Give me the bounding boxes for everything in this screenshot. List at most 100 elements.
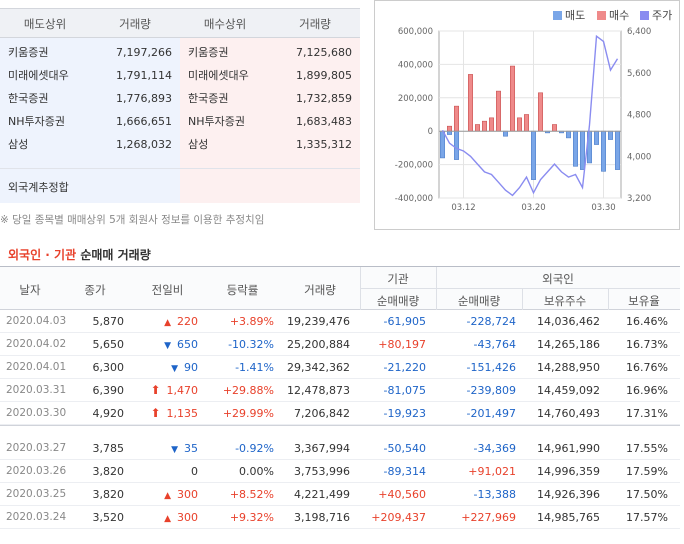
cell-foreign-hold: 14,926,396 <box>537 488 600 501</box>
cell-inst-net: -89,314 <box>383 465 426 478</box>
table-row: 2020.03.30 4,920 ⬆ 1,135 +29.99% 7,206,842 -19… <box>0 402 680 425</box>
cell-foreign-hold: 14,288,950 <box>537 361 600 374</box>
sell-column-bg <box>0 38 180 203</box>
y-right-tick-label: 5,600 <box>627 69 651 79</box>
th-change: 전일비 <box>151 283 184 297</box>
cell-inst-net: -81,075 <box>383 384 426 397</box>
buy-broker-name: 한국증권 <box>188 92 229 105</box>
sell-bar <box>608 130 613 140</box>
table-row: 2020.03.25 3,820 ▲ 300 +8.52% 4,221,499 +40,56… <box>0 483 680 506</box>
cell-inst-net: -50,540 <box>383 442 426 455</box>
x-tick-label: 03.20 <box>521 203 545 213</box>
sell-broker-volume: 7,197,266 <box>116 46 172 59</box>
x-tick-label: 03.12 <box>451 203 475 213</box>
table-row: 2020.03.26 3,820 0 0.00% 3,753,996 -89,314 +91… <box>0 460 680 483</box>
sell-bar <box>615 130 620 170</box>
cell-foreign-net: +91,021 <box>468 465 516 478</box>
legend-price-label: 주가 <box>652 9 673 22</box>
foreign-estimate-label: 외국계추정합 <box>8 181 69 194</box>
foreign-estimate-row: 외국계추정합 <box>0 168 360 203</box>
buy-bar <box>524 114 529 132</box>
legend-buy-swatch <box>597 11 606 20</box>
cell-foreign-net: +227,969 <box>461 511 516 524</box>
cell-date: 2020.03.27 <box>6 442 67 454</box>
buy-broker-volume: 1,683,483 <box>296 115 352 128</box>
cell-close: 3,820 <box>92 465 125 478</box>
header-buy-top: 매수상위 <box>203 17 247 31</box>
cell-foreign-net: -34,369 <box>473 442 516 455</box>
buy-broker-volume: 7,125,680 <box>296 46 352 59</box>
cell-rate: -1.41% <box>235 361 274 374</box>
sell-bar <box>566 130 571 139</box>
cell-inst-net: +209,437 <box>371 511 426 524</box>
cell-close: 6,390 <box>92 384 125 397</box>
sell-broker-name: 미래에셋대우 <box>8 69 69 82</box>
buy-broker-name: 삼성 <box>188 138 209 151</box>
cell-foreign-ratio: 17.50% <box>626 488 668 501</box>
cell-date: 2020.03.25 <box>6 488 67 500</box>
sell-broker-name: 한국증권 <box>8 92 49 105</box>
broker-row: 키움증권 7,197,266 키움증권 7,125,680 <box>0 41 360 64</box>
cell-inst-net: +80,197 <box>378 338 426 351</box>
buy-bar <box>496 90 501 132</box>
y-right-tick-label: 6,400 <box>627 27 651 37</box>
cell-foreign-net: -239,809 <box>466 384 516 397</box>
header-sell-volume: 거래량 <box>119 17 151 31</box>
buy-bar <box>447 125 452 132</box>
cell-close: 5,870 <box>92 315 125 328</box>
table-header: 날자 종가 전일비 등락률 거래량 기관 순매매량 외국인 순매매량 보유주수 … <box>0 266 680 310</box>
buy-broker-name: 키움증권 <box>188 46 229 59</box>
down-arrow-icon: ▼ <box>164 341 171 351</box>
cell-rate: +29.88% <box>222 384 274 397</box>
buy-bar <box>510 65 515 132</box>
buy-bar <box>475 124 480 132</box>
cell-foreign-hold: 14,760,493 <box>537 407 600 420</box>
buy-bar <box>482 120 487 132</box>
cell-change-value: 650 <box>177 338 198 351</box>
sell-bar <box>440 130 445 159</box>
cell-inst-net: -61,905 <box>383 315 426 328</box>
cell-volume: 25,200,884 <box>287 338 350 351</box>
cell-inst-net: +40,560 <box>378 488 426 501</box>
cell-volume: 7,206,842 <box>294 407 350 420</box>
th-date: 날자 <box>19 283 41 297</box>
th-inst-net: 순매매량 <box>376 294 420 308</box>
buy-broker-volume: 1,732,859 <box>296 92 352 105</box>
legend-sell: 매도 <box>553 7 585 23</box>
plot-area <box>438 30 622 199</box>
cell-foreign-ratio: 17.57% <box>626 511 668 524</box>
buy-broker-name: 미래에셋대우 <box>188 69 249 82</box>
y-left-tick-label: 400,000 <box>398 60 433 70</box>
cell-rate: +8.52% <box>229 488 274 501</box>
buy-column-bg <box>180 38 360 203</box>
th-inst-group: 기관 <box>387 272 409 286</box>
th-foreign-hold: 보유주수 <box>543 294 587 308</box>
cell-volume: 19,239,476 <box>287 315 350 328</box>
price-line <box>441 34 619 197</box>
cell-foreign-ratio: 17.59% <box>626 465 668 478</box>
legend-sell-label: 매도 <box>565 9 586 22</box>
y-left-tick-label: 600,000 <box>398 27 433 37</box>
sell-broker-volume: 1,666,651 <box>116 115 172 128</box>
table-row: 2020.04.03 5,870 ▲ 220 +3.89% 19,239,476 -61,9… <box>0 310 680 333</box>
cell-change-value: 1,470 <box>166 384 199 397</box>
buy-bar <box>552 124 557 132</box>
cell-change: ⬆ 1,470 <box>150 379 198 402</box>
y-right-tick-label: 4,000 <box>627 152 651 162</box>
sell-bar <box>573 130 578 167</box>
table-row: 2020.03.24 3,520 ▲ 300 +9.32% 3,198,716 +209,4… <box>0 506 680 529</box>
legend-buy: 매수 <box>597 7 629 23</box>
cell-foreign-net: -201,497 <box>466 407 516 420</box>
cell-change-value: 220 <box>177 315 198 328</box>
sell-bar <box>531 130 536 180</box>
cell-foreign-ratio: 17.31% <box>626 407 668 420</box>
th-foreign-ratio: 보유율 <box>628 294 660 308</box>
legend-price-swatch <box>640 11 649 20</box>
cell-close: 3,785 <box>92 442 125 455</box>
legend-price: 주가 <box>640 7 672 23</box>
cell-change-value: 300 <box>177 511 198 524</box>
broker-row: 삼성 1,268,032 삼성 1,335,312 <box>0 133 360 156</box>
broker-row: NH투자증권 1,666,651 NH투자증권 1,683,483 <box>0 110 360 133</box>
sell-bar <box>454 130 459 160</box>
cell-foreign-hold: 14,265,186 <box>537 338 600 351</box>
